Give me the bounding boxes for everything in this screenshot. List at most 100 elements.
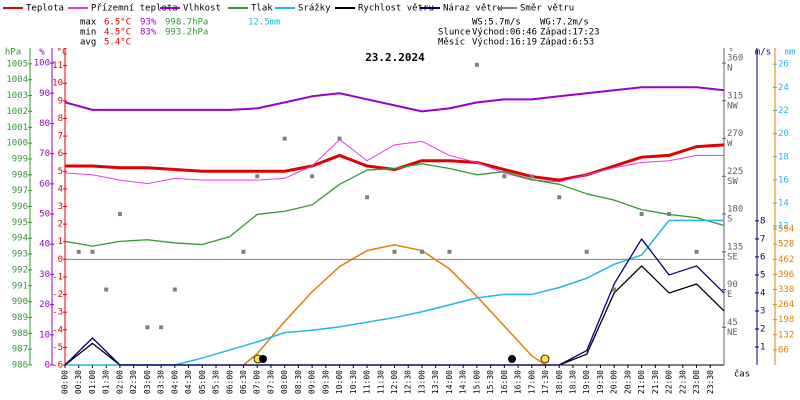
x-tick-label: 20:00 bbox=[610, 370, 619, 394]
y-tick-label: -4 bbox=[52, 325, 63, 335]
y-tick-label: -6 bbox=[52, 361, 63, 371]
x-tick-label: 16:30 bbox=[514, 370, 523, 394]
compass-label: E bbox=[727, 290, 732, 300]
x-tick-label: 17:30 bbox=[541, 370, 550, 394]
y-tick-label: 1004 bbox=[6, 75, 28, 85]
compass-label: N bbox=[727, 64, 732, 74]
stat-text: 4.5°C bbox=[104, 28, 131, 38]
y-tick-label: 1 bbox=[760, 342, 765, 352]
legend-label: Vlhkost bbox=[183, 4, 221, 14]
y-tick-label: 132 bbox=[778, 330, 794, 340]
compass-label: SE bbox=[727, 252, 738, 262]
x-tick-label: 11:00 bbox=[363, 370, 372, 394]
axis-title: ° bbox=[728, 48, 733, 58]
y-tick-label: 4 bbox=[760, 288, 765, 298]
y-tick-label: 989 bbox=[12, 313, 28, 323]
x-tick-label: 07:30 bbox=[266, 370, 275, 394]
info-text: Východ:16:19 bbox=[472, 38, 537, 48]
y-tick-label: 20 bbox=[39, 300, 50, 310]
y-tick-label: 12 bbox=[778, 222, 789, 232]
y-tick-label: 45 bbox=[727, 318, 738, 328]
y-tick-label: 30 bbox=[39, 270, 50, 280]
y-tick-label: 994 bbox=[12, 234, 28, 244]
x-tick-label: 02:30 bbox=[129, 370, 138, 394]
y-tick-label: 66 bbox=[778, 345, 789, 355]
series-line bbox=[64, 86, 725, 113]
direction-point bbox=[117, 212, 122, 217]
stat-text: 993.2hPa bbox=[165, 28, 208, 38]
x-tick-label: 20:30 bbox=[623, 370, 632, 394]
direction-point bbox=[529, 174, 534, 179]
x-tick-label: 13:30 bbox=[431, 370, 440, 394]
direction-point bbox=[76, 249, 81, 254]
y-tick-label: 1003 bbox=[6, 91, 28, 101]
y-tick-label: 7 bbox=[58, 132, 63, 142]
info-text: Měsíc bbox=[438, 38, 465, 48]
y-tick-label: 24 bbox=[778, 83, 789, 93]
y-tick-label: 315 bbox=[727, 91, 743, 101]
stat-text: 12.5mm bbox=[248, 18, 281, 28]
x-tick-label: 12:30 bbox=[404, 370, 413, 394]
direction-point bbox=[104, 287, 109, 292]
y-tick-label: 135 bbox=[727, 242, 743, 252]
y-tick-label: 270 bbox=[727, 129, 743, 139]
y-tick-label: 80 bbox=[39, 119, 50, 129]
legend-label: Směr větru bbox=[520, 4, 574, 14]
legend-label: Srážky bbox=[298, 4, 331, 14]
direction-point bbox=[447, 249, 452, 254]
x-tick-label: 16:00 bbox=[500, 370, 509, 394]
y-tick-label: 594 bbox=[778, 225, 794, 235]
y-tick-label: 999 bbox=[12, 154, 28, 164]
chart-title: 23.2.2024 bbox=[365, 51, 425, 64]
direction-point bbox=[584, 249, 589, 254]
y-tick-label: 988 bbox=[12, 329, 28, 339]
x-tick-label: 15:30 bbox=[486, 370, 495, 394]
x-axis-label: čas bbox=[734, 369, 750, 380]
moonset-icon bbox=[259, 355, 267, 363]
y-tick-label: 8 bbox=[58, 114, 63, 124]
y-tick-label: 16 bbox=[778, 175, 789, 185]
legend-label: Tlak bbox=[251, 4, 273, 14]
moonrise-icon bbox=[508, 355, 516, 363]
direction-point bbox=[282, 136, 287, 141]
y-tick-label: 0 bbox=[45, 361, 50, 371]
y-tick-label: 986 bbox=[12, 361, 28, 371]
stat-text: min bbox=[80, 28, 96, 38]
direction-point bbox=[255, 174, 260, 179]
y-tick-label: 1001 bbox=[6, 123, 28, 133]
x-tick-label: 10:30 bbox=[349, 370, 358, 394]
x-tick-label: 08:30 bbox=[294, 370, 303, 394]
y-tick-label: 997 bbox=[12, 186, 28, 196]
y-tick-label: 9 bbox=[58, 96, 63, 106]
x-tick-label: 09:30 bbox=[321, 370, 330, 394]
direction-point bbox=[502, 174, 507, 179]
y-tick-label: 1000 bbox=[6, 139, 28, 149]
direction-point bbox=[419, 249, 424, 254]
direction-point bbox=[557, 195, 562, 200]
y-tick-label: 26 bbox=[778, 60, 789, 70]
y-tick-label: -1 bbox=[52, 272, 63, 282]
legend-label: Teplota bbox=[26, 4, 64, 14]
y-tick-label: 992 bbox=[12, 265, 28, 275]
stat-text: 6.5°C bbox=[104, 18, 131, 28]
series-line bbox=[65, 143, 725, 182]
x-tick-label: 11:30 bbox=[376, 370, 385, 394]
y-tick-label: 8 bbox=[760, 216, 765, 226]
x-tick-label: 21:00 bbox=[637, 370, 646, 394]
y-tick-label: 528 bbox=[778, 240, 794, 250]
y-tick-label: 462 bbox=[778, 255, 794, 265]
y-tick-label: 22 bbox=[778, 106, 789, 116]
direction-point bbox=[392, 249, 397, 254]
x-tick-label: 15:00 bbox=[472, 370, 481, 394]
radiation-line bbox=[242, 244, 546, 366]
y-tick-label: 1 bbox=[58, 237, 63, 247]
y-tick-label: 2 bbox=[760, 324, 765, 334]
axis-title: m/s bbox=[755, 48, 771, 58]
y-tick-label: 264 bbox=[778, 300, 794, 310]
x-tick-label: 18:00 bbox=[555, 370, 564, 394]
x-tick-label: 00:30 bbox=[74, 370, 83, 394]
y-tick-label: 11 bbox=[52, 61, 63, 71]
y-tick-label: 90 bbox=[727, 280, 738, 290]
y-tick-label: 998 bbox=[12, 170, 28, 180]
